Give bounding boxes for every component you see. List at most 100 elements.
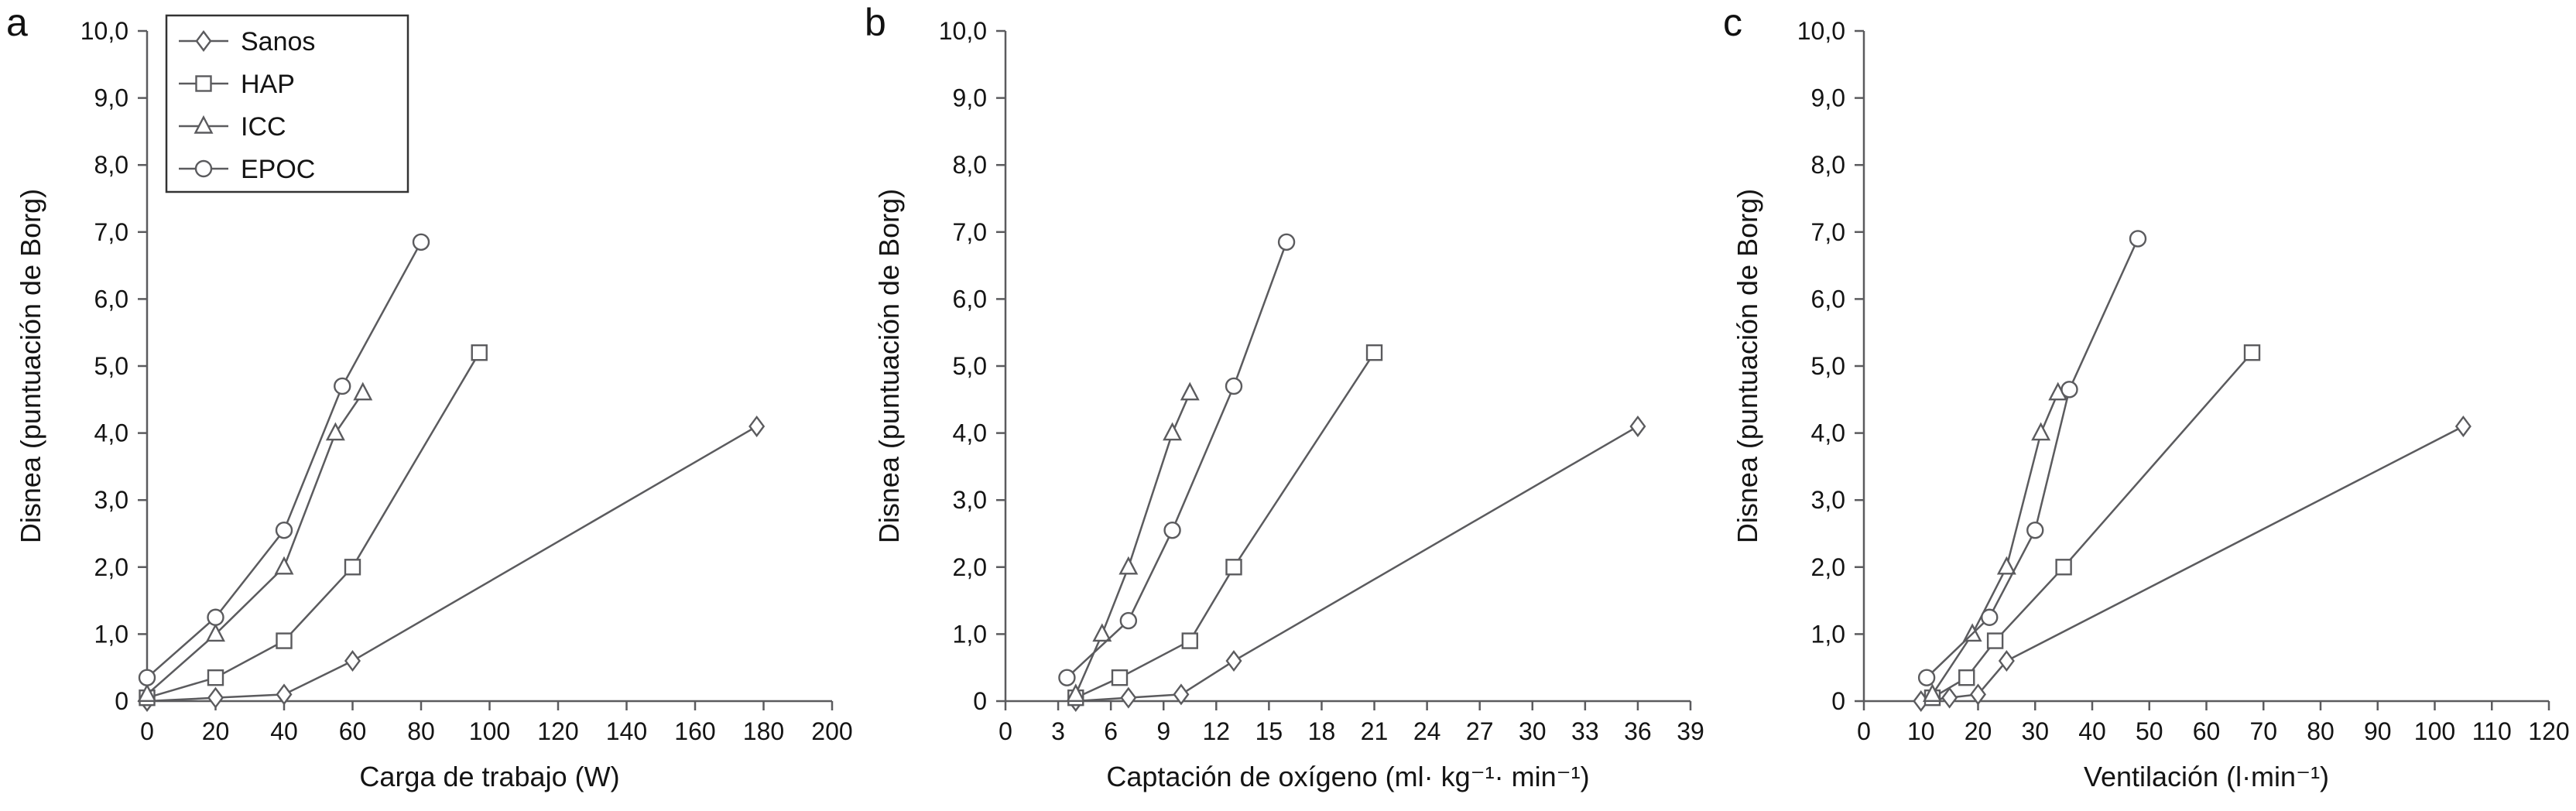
svg-text:6: 6 xyxy=(1104,717,1118,745)
svg-text:1,0: 1,0 xyxy=(1811,620,1845,648)
svg-text:20: 20 xyxy=(1965,717,1992,745)
circle-marker xyxy=(275,521,293,539)
svg-text:80: 80 xyxy=(2307,717,2334,745)
triangle-marker xyxy=(194,115,214,134)
diamond-marker xyxy=(1120,686,1137,709)
axes xyxy=(138,29,834,710)
circle-marker xyxy=(1981,608,1999,626)
series-line xyxy=(1926,238,2139,679)
circle-marker xyxy=(1058,669,1076,686)
x-axis-label: Captación de oxígeno (ml· kg⁻¹· min⁻¹) xyxy=(1106,761,1589,792)
svg-text:0: 0 xyxy=(999,717,1012,745)
svg-text:0: 0 xyxy=(1857,717,1871,745)
diamond-marker xyxy=(276,683,293,706)
svg-text:3,0: 3,0 xyxy=(1811,486,1845,514)
svg-text:1,0: 1,0 xyxy=(94,620,128,648)
diamond-marker xyxy=(207,686,224,709)
diamond-marker xyxy=(1629,415,1646,437)
axes xyxy=(1855,29,2550,710)
svg-text:3,0: 3,0 xyxy=(953,486,987,514)
svg-text:0: 0 xyxy=(973,687,987,715)
circle-marker xyxy=(138,669,156,686)
svg-text:0: 0 xyxy=(115,687,128,715)
svg-text:12: 12 xyxy=(1203,717,1231,745)
svg-text:20: 20 xyxy=(202,717,230,745)
panel-letter-c: c xyxy=(1723,1,1742,44)
svg-text:90: 90 xyxy=(2364,717,2392,745)
svg-text:3,0: 3,0 xyxy=(94,486,128,514)
circle-marker xyxy=(2026,521,2044,539)
svg-text:2,0: 2,0 xyxy=(94,553,128,581)
legend-label: EPOC xyxy=(241,155,315,184)
svg-text:10,0: 10,0 xyxy=(939,17,987,45)
y-axis-label: Disnea (puntuación de Borg) xyxy=(1732,189,1763,543)
svg-text:40: 40 xyxy=(2078,717,2106,745)
circle-marker xyxy=(2060,381,2078,399)
svg-text:5,0: 5,0 xyxy=(953,352,987,380)
svg-text:9,0: 9,0 xyxy=(1811,84,1845,112)
square-marker xyxy=(2243,344,2261,361)
square-marker xyxy=(2055,559,2072,576)
chart-panel-b: b 0 3 6 9 12 15 18 21 24 27 30 33 36 39 0 1,0 2,0 3,0 4,0 5… xyxy=(858,0,1717,811)
svg-text:140: 140 xyxy=(606,717,647,745)
triangle-marker xyxy=(206,623,225,642)
square-marker xyxy=(1111,669,1129,686)
svg-text:9,0: 9,0 xyxy=(953,84,987,112)
circle-marker xyxy=(412,233,430,251)
svg-text:2,0: 2,0 xyxy=(953,553,987,581)
svg-text:10: 10 xyxy=(1907,717,1935,745)
circle-marker xyxy=(1119,611,1138,630)
triangle-marker xyxy=(1118,556,1139,575)
svg-text:40: 40 xyxy=(270,717,298,745)
svg-text:80: 80 xyxy=(407,717,435,745)
series-hap xyxy=(1067,344,1383,707)
svg-text:0: 0 xyxy=(1831,687,1845,715)
series-line xyxy=(1931,351,2253,699)
svg-text:60: 60 xyxy=(2193,717,2221,745)
svg-text:6,0: 6,0 xyxy=(94,285,128,313)
diamond-marker xyxy=(1970,683,1986,706)
triangle-marker xyxy=(137,683,157,703)
svg-text:30: 30 xyxy=(2021,717,2049,745)
svg-text:9,0: 9,0 xyxy=(94,84,128,112)
triangle-marker xyxy=(1092,623,1112,642)
series-line xyxy=(146,241,423,679)
panel-letter-b: b xyxy=(865,1,886,44)
series-line xyxy=(146,425,758,703)
svg-text:10,0: 10,0 xyxy=(80,17,128,45)
square-marker xyxy=(344,559,361,576)
series-icc xyxy=(137,382,373,703)
svg-text:33: 33 xyxy=(1571,717,1599,745)
legend: Sanos HAP ICC EPOC xyxy=(165,14,409,193)
svg-text:4,0: 4,0 xyxy=(953,419,987,447)
svg-text:180: 180 xyxy=(743,717,784,745)
svg-text:100: 100 xyxy=(469,717,510,745)
triangle-marker xyxy=(1066,683,1086,703)
diamond-marker xyxy=(1941,686,1958,709)
legend-label: ICC xyxy=(241,112,286,142)
svg-text:5,0: 5,0 xyxy=(1811,352,1845,380)
svg-text:50: 50 xyxy=(2136,717,2163,745)
diamond-marker xyxy=(1225,650,1242,672)
svg-text:21: 21 xyxy=(1361,717,1389,745)
svg-text:110: 110 xyxy=(2472,717,2512,745)
svg-text:8,0: 8,0 xyxy=(953,151,987,179)
circle-marker xyxy=(207,608,224,626)
svg-text:39: 39 xyxy=(1677,717,1704,745)
diamond-marker xyxy=(2454,415,2472,437)
series-epoc xyxy=(1058,233,1296,686)
chart-panel-a: a 0 20 40 60 80 100 120 140 160 180 200 0 1,0 2,0 3,0 4… xyxy=(0,0,858,811)
chart-a-canvas: 0 20 40 60 80 100 120 140 160 180 200 0 1,0 2,0 3,0 4,0… xyxy=(15,14,853,792)
svg-text:7,0: 7,0 xyxy=(953,218,987,246)
chart-panel-c: c 0 10 20 30 40 50 60 70 80 90 100 110 120 0 1,0 2,0 3,0… xyxy=(1717,0,2575,811)
series-epoc xyxy=(138,233,430,686)
square-marker xyxy=(276,632,293,649)
svg-text:24: 24 xyxy=(1413,717,1441,745)
triangle-marker xyxy=(353,382,373,401)
circle-marker xyxy=(1163,521,1181,539)
circle-marker xyxy=(1277,233,1296,251)
svg-text:10,0: 10,0 xyxy=(1797,17,1845,45)
square-marker xyxy=(1365,344,1383,361)
svg-text:160: 160 xyxy=(674,717,715,745)
